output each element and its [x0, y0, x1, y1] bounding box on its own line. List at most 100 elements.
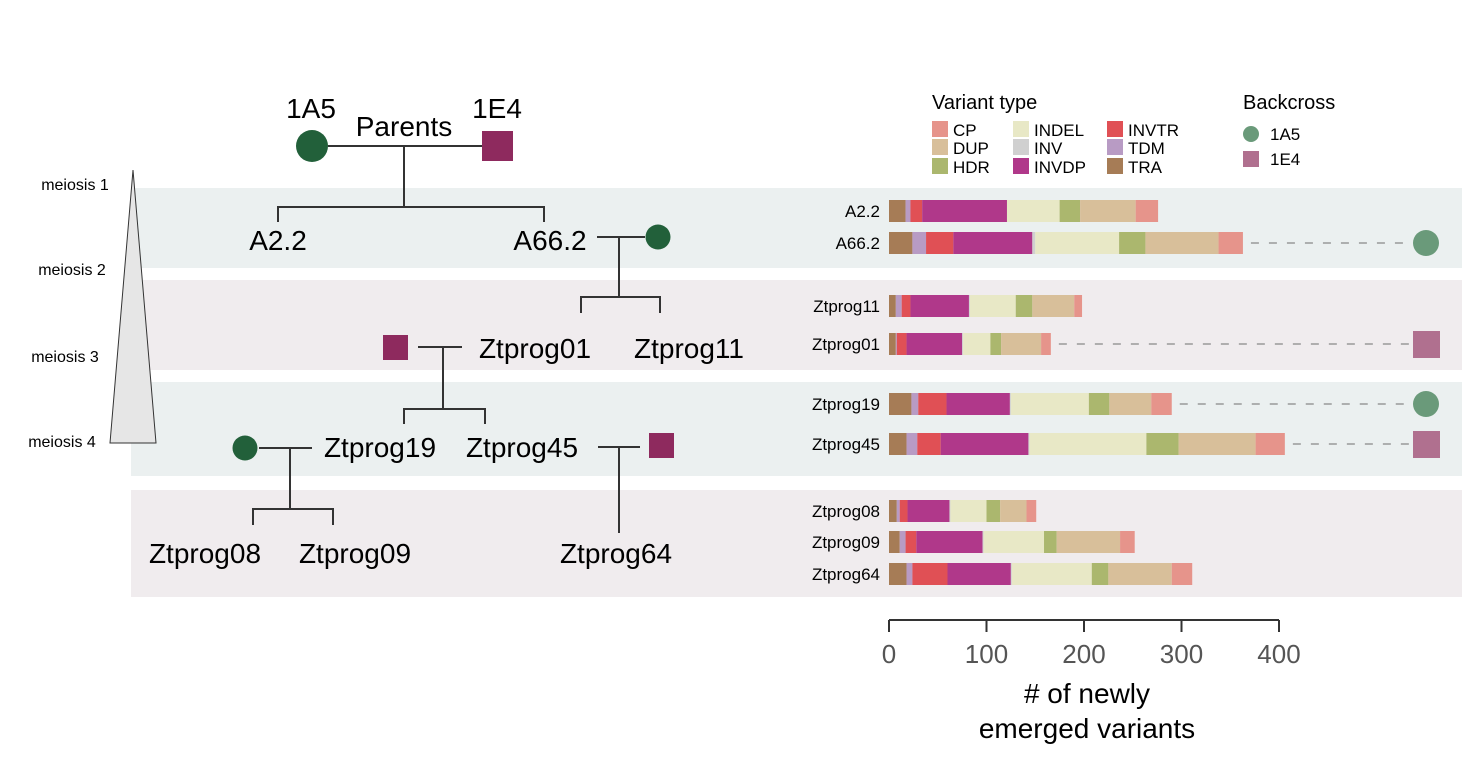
- bar-segment-indel: [1029, 433, 1147, 455]
- node-label: A66.2: [513, 225, 586, 256]
- band-meiosis-2: [131, 280, 1462, 370]
- bar-segment-dup: [1032, 295, 1075, 317]
- node-label: Ztprog09: [299, 538, 411, 569]
- legend-swatch-cp: [932, 121, 948, 137]
- bar-segment-invtr: [912, 563, 948, 585]
- backcross-1a5-marker: [645, 224, 671, 250]
- backcross-1a5-marker: [232, 435, 258, 461]
- bar-segment-dup: [1080, 200, 1136, 222]
- bar-segment-cp: [1151, 393, 1172, 415]
- bar-segment-tdm: [906, 563, 913, 585]
- bar-segment-invtr: [917, 433, 941, 455]
- legend-label: TDM: [1128, 139, 1165, 158]
- bar-segment-dup: [1001, 333, 1042, 355]
- bar-segment-invdp: [906, 333, 963, 355]
- meiosis-label: meiosis 3: [31, 349, 99, 366]
- backcross-1e4-marker: [383, 335, 408, 360]
- legend-label: 1E4: [1270, 150, 1300, 169]
- bar-segment-tra: [889, 531, 900, 553]
- bar-segment-invdp: [940, 433, 1029, 455]
- legend-swatch-invdp: [1013, 158, 1029, 174]
- bar-segment-invtr: [910, 200, 923, 222]
- bar-segment-dup: [1178, 433, 1256, 455]
- bar-segment-invtr: [918, 393, 947, 415]
- meiosis-label: meiosis 1: [41, 177, 109, 194]
- variant-legend-title: Variant type: [932, 92, 1037, 114]
- bar-segment-invtr: [899, 500, 908, 522]
- bar-segment-dup: [1109, 393, 1152, 415]
- backcross-1e4-marker: [649, 433, 674, 458]
- legend-label: TRA: [1128, 158, 1163, 177]
- bar-segment-indel: [983, 531, 1045, 553]
- bar-segment-inv: [1028, 433, 1030, 455]
- bar-segment-cp: [1026, 500, 1037, 522]
- bar-segment-hdr: [1119, 232, 1146, 254]
- x-axis-title-line2: emerged variants: [979, 713, 1195, 744]
- node-label: Ztprog08: [149, 538, 261, 569]
- node-label: A2.2: [249, 225, 307, 256]
- bar-segment-inv: [949, 500, 951, 522]
- bar-segment-tdm: [911, 393, 919, 415]
- meiosis-label: meiosis 4: [28, 434, 96, 451]
- parent-1e4-marker: [482, 131, 513, 161]
- bar-segment-invtr: [901, 295, 911, 317]
- x-tick-label: 100: [965, 639, 1008, 669]
- backcross-marker-1A5: [1413, 230, 1439, 256]
- bar-segment-invdp: [947, 563, 1011, 585]
- bar-label: Ztprog19: [812, 395, 880, 414]
- legend-swatch-dup: [932, 139, 948, 155]
- bar-label: A2.2: [845, 202, 880, 221]
- bar-segment-invtr: [896, 333, 907, 355]
- bar-segment-invdp: [946, 393, 1010, 415]
- bar-segment-cp: [1255, 433, 1285, 455]
- backcross-legend-title: Backcross: [1243, 92, 1335, 114]
- node-label: Ztprog01: [479, 333, 591, 364]
- bar-segment-indel: [950, 500, 987, 522]
- node-label: Ztprog64: [560, 538, 672, 569]
- bar-segment-indel: [1035, 232, 1120, 254]
- bar-segment-dup: [1000, 500, 1027, 522]
- bar-segment-indel: [969, 295, 1016, 317]
- x-tick-label: 0: [882, 639, 896, 669]
- legend-label: HDR: [953, 158, 990, 177]
- bar-segment-tra: [889, 232, 913, 254]
- legend-swatch-inv: [1013, 139, 1029, 155]
- bar-segment-invdp: [953, 232, 1033, 254]
- bar-segment-tra: [889, 433, 907, 455]
- x-axis-title-line1: # of newly: [1024, 678, 1150, 709]
- bar-segment-tra: [889, 500, 897, 522]
- bar-label: Ztprog45: [812, 435, 880, 454]
- legend-swatch-tra: [1107, 158, 1123, 174]
- legend-swatch-invtr: [1107, 121, 1123, 137]
- bar-label: Ztprog08: [812, 502, 880, 521]
- bar-segment-hdr: [986, 500, 1001, 522]
- bar-segment-tdm: [896, 500, 900, 522]
- bar-segment-invdp: [922, 200, 1007, 222]
- bar-chart: A2.2 A66.2 Ztprog11 Ztprog01 Ztprog19 Ztprog4…: [812, 200, 1440, 585]
- bar-label: Ztprog11: [813, 297, 880, 316]
- legend-label: DUP: [953, 139, 989, 158]
- bar-segment-dup: [1056, 531, 1121, 553]
- bar-segment-invdp: [916, 531, 983, 553]
- node-label: Ztprog11: [634, 333, 744, 364]
- bar-segment-tdm: [912, 232, 927, 254]
- bar-segment-tra: [889, 393, 912, 415]
- legend-label: INV: [1034, 139, 1063, 158]
- bar-segment-invdp: [907, 500, 950, 522]
- bar-segment-tra: [889, 333, 896, 355]
- bar-segment-hdr: [990, 333, 1002, 355]
- bar-segment-cp: [1135, 200, 1159, 222]
- legend-label: 1A5: [1270, 125, 1300, 144]
- legend-label: INVTR: [1128, 121, 1179, 140]
- legend-label: INDEL: [1034, 121, 1084, 140]
- bar-segment-cp: [1041, 333, 1051, 355]
- bar-segment-hdr: [1059, 200, 1081, 222]
- bar-segment-tdm: [895, 333, 897, 355]
- bar-segment-invtr: [926, 232, 954, 254]
- bar-segment-tdm: [895, 295, 902, 317]
- legend-swatch-indel: [1013, 121, 1029, 137]
- bar-label: Ztprog01: [812, 335, 880, 354]
- bar-segment-tdm: [906, 433, 918, 455]
- band-meiosis-4: [131, 490, 1462, 597]
- bar-segment-hdr: [1146, 433, 1179, 455]
